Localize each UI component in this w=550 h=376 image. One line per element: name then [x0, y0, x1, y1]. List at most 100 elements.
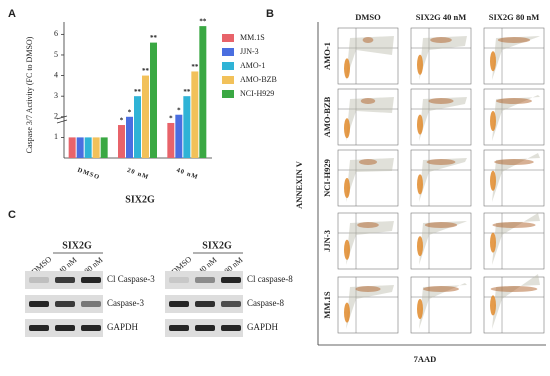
panel-label: C: [8, 209, 16, 221]
legend-swatch: [222, 48, 234, 56]
significance: **: [150, 34, 158, 42]
protein-label: GAPDH: [247, 322, 279, 332]
bar: [68, 137, 76, 158]
legend-label: MM.1S: [240, 33, 265, 42]
legend-label: AMO-BZB: [240, 75, 277, 84]
panel-label: A: [8, 8, 16, 20]
scatter-core: [492, 222, 536, 228]
band: [55, 301, 75, 307]
x-tick-label: 40 nM: [175, 167, 199, 181]
flow-plot: [337, 27, 399, 85]
flow-plot: [337, 276, 399, 334]
flow-plot: [337, 212, 399, 270]
bar: [150, 42, 157, 158]
axis-break: [56, 115, 68, 124]
significance: *: [169, 115, 173, 123]
flow-plot: [410, 276, 472, 334]
band: [29, 277, 49, 283]
y-tick-label: 5: [54, 50, 58, 59]
band: [169, 325, 189, 331]
scatter-core: [430, 37, 452, 43]
scatter-core: [344, 58, 350, 79]
scatter-core: [417, 174, 423, 195]
band: [55, 277, 75, 283]
scatter-core: [359, 159, 377, 165]
row-label: NCI-H929: [322, 159, 332, 197]
scatter-core: [490, 111, 496, 131]
x-axis-label: 7AAD: [414, 354, 437, 364]
scatter-cloud: [492, 153, 540, 202]
protein-label: Caspase-3: [107, 298, 144, 308]
bar: [167, 122, 175, 158]
y-axis-label: Caspase 3/7 Activity (FC to DMSO): [25, 36, 34, 153]
scatter-core: [428, 98, 454, 104]
significance: *: [128, 108, 132, 116]
row-label: JJN-3: [322, 230, 332, 252]
scatter-cloud: [419, 97, 467, 141]
band: [195, 301, 215, 307]
panel-label: B: [266, 8, 274, 20]
bar: [92, 137, 100, 158]
scatter-core: [417, 236, 423, 257]
band: [169, 277, 189, 283]
significance: *: [177, 106, 181, 114]
scatter-cloud: [419, 221, 467, 265]
band: [81, 325, 101, 331]
scatter-cloud: [346, 221, 394, 265]
scatter-core: [344, 178, 350, 198]
flow-plot: [483, 27, 545, 85]
bar: [134, 96, 141, 158]
flow-plot: [410, 88, 472, 146]
scatter-core: [362, 37, 374, 43]
legend-swatch: [222, 76, 234, 84]
band: [169, 301, 189, 307]
legend-swatch: [222, 90, 234, 98]
scatter-core: [417, 54, 423, 75]
flow-plot: [483, 149, 545, 207]
bar: [142, 75, 149, 158]
scatter-core: [490, 51, 496, 72]
bar: [118, 125, 125, 158]
y-tick-label: 4: [54, 70, 58, 79]
band: [221, 325, 241, 331]
y-tick-label: 1: [54, 132, 58, 141]
significance: **: [183, 88, 191, 96]
bar: [126, 116, 133, 158]
scatter-core: [496, 98, 532, 104]
row-label: AMO-1: [322, 42, 332, 70]
band: [81, 301, 101, 307]
bar: [183, 96, 191, 158]
significance: **: [142, 67, 150, 75]
flow-plot: [483, 212, 545, 270]
flow-plot: [410, 27, 472, 85]
protein-label: GAPDH: [107, 322, 139, 332]
band: [29, 325, 49, 331]
scatter-core: [344, 239, 350, 260]
scatter-cloud: [492, 36, 540, 80]
scatter-core: [490, 232, 496, 253]
legend-swatch: [222, 34, 234, 42]
legend-swatch: [222, 62, 234, 70]
scatter-core: [357, 222, 379, 228]
significance: **: [199, 18, 207, 26]
band: [195, 277, 215, 283]
treatment-label: SIX2G: [62, 240, 92, 251]
scatter-cloud: [346, 285, 394, 329]
scatter-core: [497, 37, 531, 43]
band: [81, 277, 101, 283]
y-tick-label: 3: [54, 91, 58, 100]
scatter-cloud: [346, 97, 394, 141]
y-axis-label: ANNEXIN V: [294, 160, 304, 209]
legend-label: NCI-H929: [240, 89, 274, 98]
scatter-core: [355, 286, 381, 292]
scatter-core: [494, 159, 534, 165]
scatter-core: [344, 118, 350, 139]
flow-plot: [410, 149, 472, 207]
scatter-cloud: [419, 36, 467, 80]
column-header: SIX2G 40 nM: [416, 12, 467, 22]
scatter-core: [423, 286, 459, 292]
legend-label: JJN-3: [240, 47, 259, 56]
bar: [84, 137, 92, 158]
